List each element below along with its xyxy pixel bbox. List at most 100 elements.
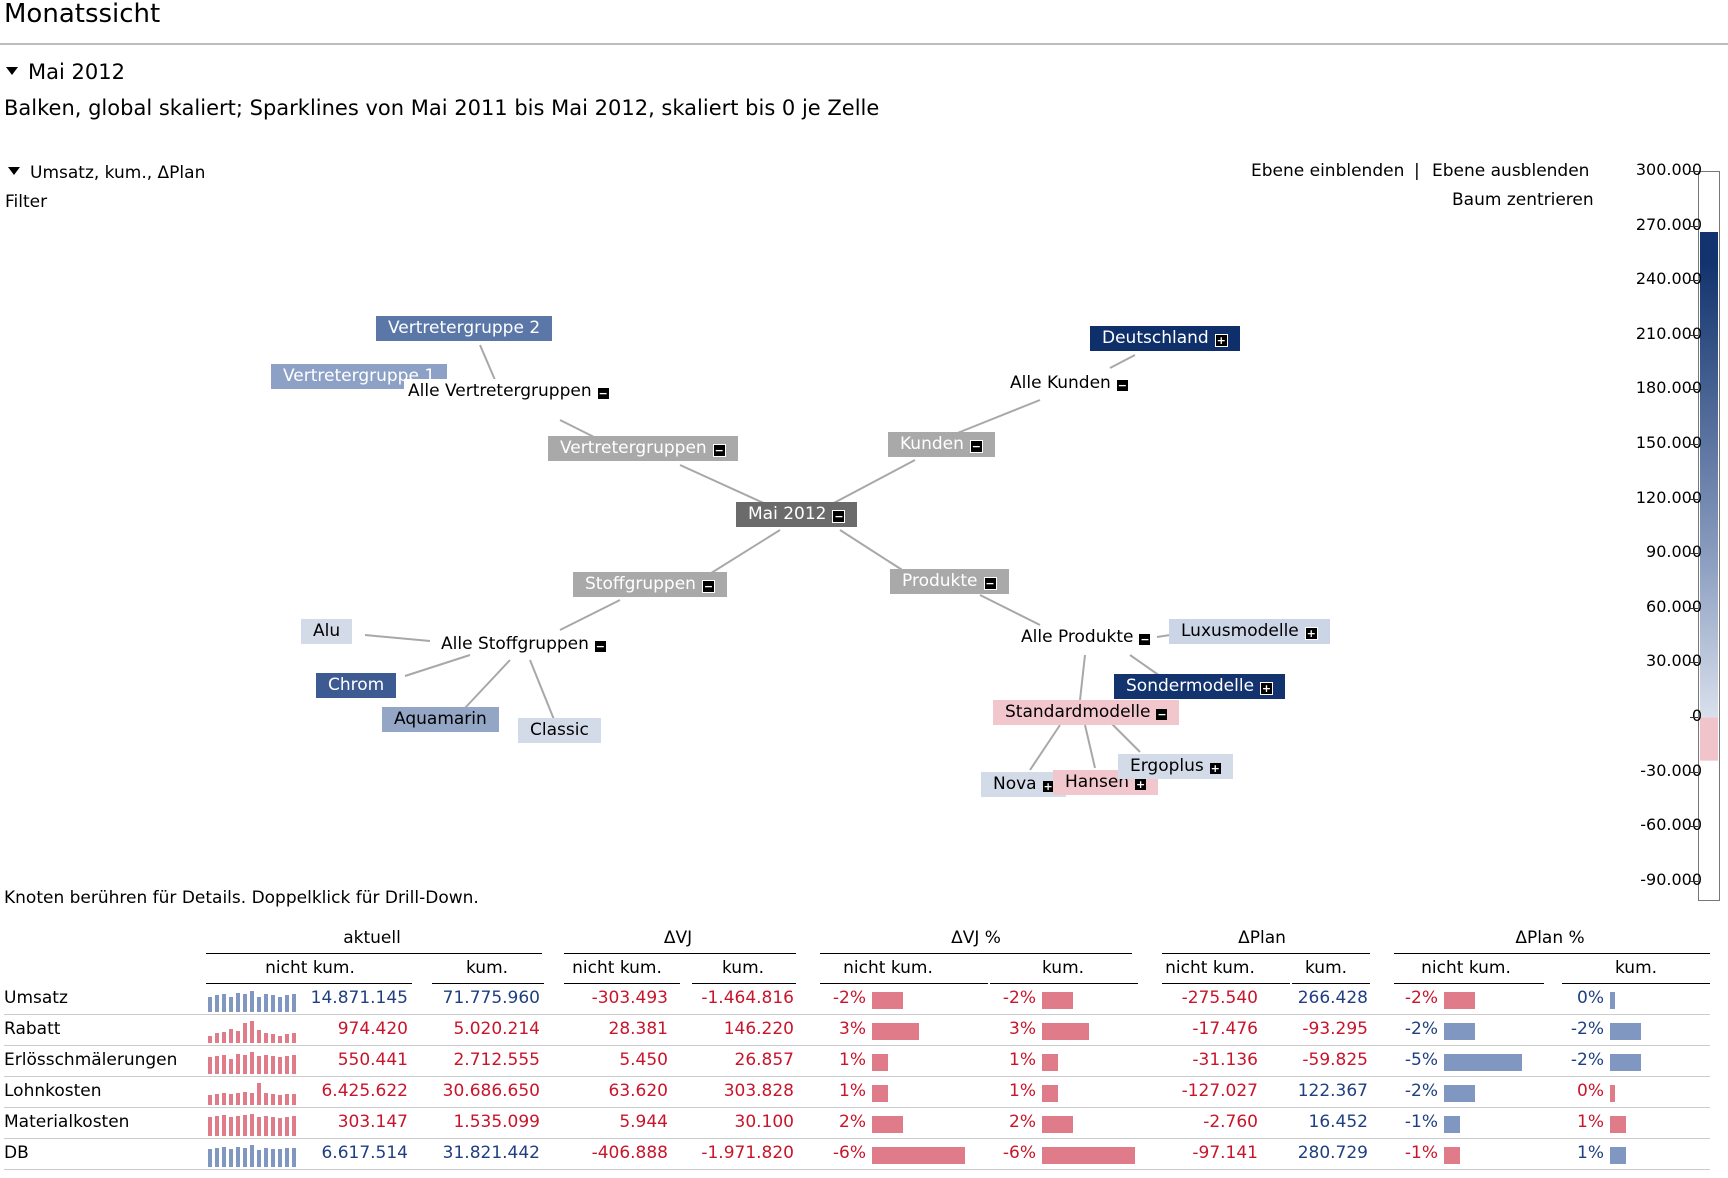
collapse-icon[interactable]: −: [983, 576, 997, 590]
scale-tick-mark: [1690, 498, 1698, 500]
delta-plan-kum-value: -59.825: [1302, 1050, 1368, 1070]
collapse-icon[interactable]: −: [1116, 378, 1128, 392]
scale-tick-label: 180.000: [1635, 378, 1702, 398]
expand-icon[interactable]: +: [1260, 681, 1274, 695]
sparkline: [208, 1114, 300, 1136]
sparkline-bar: [292, 1033, 296, 1043]
tree-node-ergoplus[interactable]: Ergoplus +: [1118, 754, 1233, 779]
delta-plan-pct-value: -5%: [1404, 1050, 1438, 1070]
page-title: Monatssicht: [4, 0, 161, 29]
expand-icon[interactable]: +: [1135, 777, 1147, 791]
tree-node-chrom[interactable]: Chrom: [316, 673, 397, 698]
tree-node-alle-vertretergruppen[interactable]: Alle Vertretergruppen −: [404, 379, 613, 404]
delta-vj-kum-value: -1.971.820: [701, 1143, 794, 1163]
edge-alle-deutschland: [1109, 354, 1136, 369]
tree-node-stoffgruppen[interactable]: Stoffgruppen −: [573, 572, 727, 597]
tree-node-alu[interactable]: Alu: [301, 619, 353, 644]
measure-toggle[interactable]: Umsatz, kum., ΔPlan: [8, 163, 205, 183]
delta-plan-pct-bar: [1444, 1023, 1475, 1040]
delta-vj-kum-pct-bar: [1042, 1147, 1135, 1164]
scale-tick-mark: [1690, 225, 1698, 227]
sparkline-bar: [264, 1116, 268, 1136]
delta-vj-pct-bar: [872, 1023, 919, 1040]
sparkline-bar: [264, 1093, 268, 1105]
tree-node-deutschland[interactable]: Deutschland +: [1090, 326, 1240, 351]
expand-icon[interactable]: +: [1214, 333, 1228, 347]
center-tree-link[interactable]: Baum zentrieren: [1452, 190, 1594, 210]
hide-level-link[interactable]: Ebene ausblenden: [1432, 161, 1590, 181]
sparkline-bar: [278, 1057, 282, 1074]
expand-icon[interactable]: +: [1304, 626, 1318, 640]
period-label: Mai 2012: [28, 60, 125, 84]
column-group-header: aktuell: [343, 928, 401, 948]
tree-node-vertretergruppe-2[interactable]: Vertretergruppe 2: [376, 316, 553, 341]
delta-vj-pct-value: 1%: [839, 1081, 866, 1101]
tree-node-vertretergruppen[interactable]: Vertretergruppen −: [548, 436, 738, 461]
tree-node-luxusmodelle[interactable]: Luxusmodelle +: [1169, 619, 1330, 644]
tree-node-label: Hansen: [1065, 772, 1130, 792]
filter-link[interactable]: Filter: [5, 192, 48, 212]
collapse-icon[interactable]: −: [701, 579, 715, 593]
collapse-icon[interactable]: −: [969, 439, 983, 453]
delta-plan-pct-bar: [1444, 1085, 1475, 1102]
tree-node-alle-kunden[interactable]: Alle Kunden −: [1006, 371, 1132, 396]
expand-icon[interactable]: +: [1209, 761, 1221, 775]
tree-connectors: [364, 344, 1171, 771]
collapse-icon[interactable]: −: [712, 443, 726, 457]
tree-node-alle-produkte[interactable]: Alle Produkte −: [1017, 625, 1154, 650]
scale-tick-label: 30.000: [1646, 651, 1702, 671]
tree-node-label: Vertretergruppe 2: [388, 318, 541, 338]
tree-node-root[interactable]: Mai 2012−: [736, 502, 858, 527]
tree-node-classic[interactable]: Classic: [518, 718, 601, 743]
collapse-icon[interactable]: −: [1156, 707, 1168, 721]
period-toggle[interactable]: Mai 2012: [6, 60, 125, 84]
delta-plan-kum-value: 280.729: [1297, 1143, 1368, 1163]
expand-icon[interactable]: +: [1042, 779, 1054, 793]
tree-node-sondermodelle[interactable]: Sondermodelle +: [1114, 674, 1286, 699]
tree-node-kunden[interactable]: Kunden −: [888, 432, 995, 457]
tree-node-label: Vertretergruppen: [560, 438, 707, 458]
sparkline: [208, 1145, 300, 1167]
delta-vj-kum-pct-bar: [1042, 1116, 1073, 1133]
row-label: DB: [4, 1143, 29, 1163]
row-divider: [4, 1014, 1710, 1015]
tree-node-label: Classic: [530, 720, 589, 740]
edge-stoff-alle: [559, 599, 621, 631]
collapse-icon[interactable]: −: [597, 386, 609, 400]
delta-plan-pct-bar: [1444, 992, 1475, 1009]
sparkline-bar: [236, 1031, 240, 1043]
tree-node-produkte[interactable]: Produkte −: [890, 569, 1009, 594]
delta-vj-kum-pct-value: 1%: [1009, 1050, 1036, 1070]
scale-tick-label: -60.000: [1640, 815, 1702, 835]
collapse-icon[interactable]: −: [832, 509, 846, 523]
sparkline-bar: [292, 1116, 296, 1136]
sparkline-bar: [208, 1057, 212, 1074]
collapse-icon[interactable]: −: [594, 639, 606, 653]
edge-alle-chrom: [404, 654, 471, 677]
collapse-icon[interactable]: −: [1139, 632, 1151, 646]
tree-node-label: Alle Kunden: [1010, 373, 1111, 393]
delta-vj-kum-pct-bar: [1042, 1023, 1089, 1040]
tree-node-alle-stoffgruppen[interactable]: Alle Stoffgruppen −: [437, 632, 610, 657]
delta-plan-kum-value: 266.428: [1297, 988, 1368, 1008]
show-level-link[interactable]: Ebene einblenden: [1251, 161, 1405, 181]
sparkline-bar: [208, 1095, 212, 1105]
delta-plan-pct-value: -2%: [1404, 1081, 1438, 1101]
sparkline-bar: [278, 997, 282, 1012]
measure-label: Umsatz, kum., ΔPlan: [30, 163, 206, 183]
tree-node-aquamarin[interactable]: Aquamarin: [382, 707, 499, 732]
tree-node-nova[interactable]: Nova +: [981, 772, 1066, 797]
sparkline-bar: [257, 1056, 261, 1074]
row-label: Erlösschmälerungen: [4, 1050, 178, 1070]
tree-node-label: Produkte: [902, 571, 978, 591]
sparkline-bar: [250, 991, 254, 1012]
sparkline-bar: [257, 1150, 261, 1167]
sparkline-bar: [215, 995, 219, 1012]
subheader-rule: [1292, 983, 1370, 984]
sparkline-bar: [222, 1093, 226, 1105]
tree-node-standardmodelle[interactable]: Standardmodelle −: [993, 700, 1180, 725]
sparkline-bar: [229, 1149, 233, 1167]
sparkline-bar: [257, 1117, 261, 1136]
subheader-rule: [564, 983, 680, 984]
delta-plan-pct-bar: [1444, 1116, 1460, 1133]
